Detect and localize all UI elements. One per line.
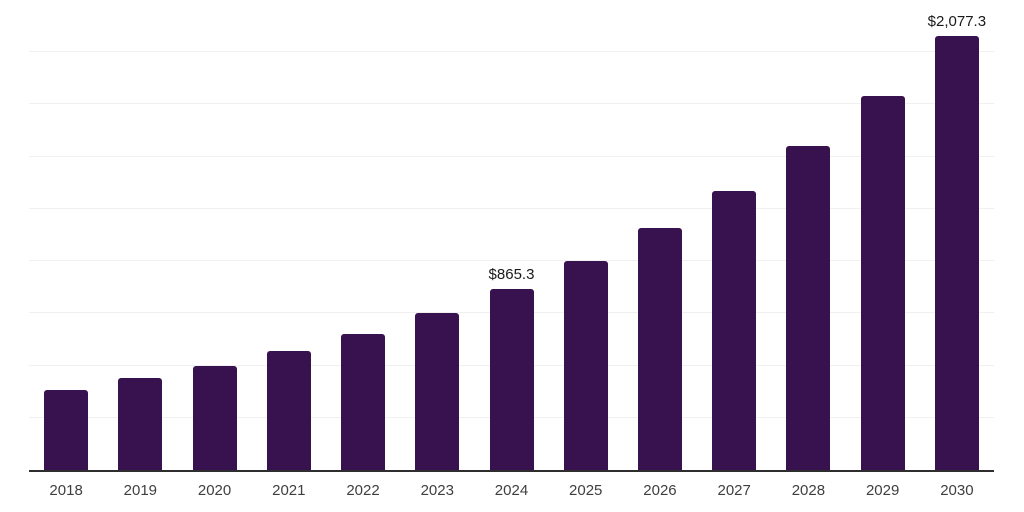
x-tick-label-2018: 2018 (49, 482, 83, 499)
bar-2021 (266, 350, 311, 470)
x-tick-label-2026: 2026 (643, 482, 677, 499)
x-tick-label-2025: 2025 (569, 482, 603, 499)
gridline (29, 103, 994, 105)
x-tick-label-2027: 2027 (717, 482, 751, 499)
bar-2019 (118, 378, 163, 470)
x-tick-label-2030: 2030 (940, 482, 974, 499)
x-tick-label-2023: 2023 (420, 482, 454, 499)
gridline (29, 51, 994, 53)
bar-2020 (192, 366, 237, 470)
x-tick-label-2020: 2020 (197, 482, 232, 499)
x-tick-label-2029: 2029 (865, 482, 900, 499)
x-tick-label-2024: 2024 (494, 482, 529, 499)
plot-area: $865.3 $2,077.3 (29, 0, 994, 472)
gridline (29, 155, 994, 157)
gridline (29, 260, 994, 262)
bar-2029 (860, 95, 905, 470)
x-tick-label-2022: 2022 (346, 482, 380, 499)
bar-2025 (563, 261, 608, 470)
x-tick-label-2028: 2028 (791, 482, 826, 499)
x-axis-line (29, 470, 994, 472)
bar-2027 (712, 190, 757, 470)
bar-2024 (489, 289, 534, 470)
x-tick-label-2019: 2019 (123, 482, 158, 499)
x-tick-label-2021: 2021 (272, 482, 306, 499)
value-label-2024: $865.3 (488, 266, 535, 284)
bar-2023 (415, 313, 460, 470)
value-label-2030: $2,077.3 (927, 13, 987, 31)
gridline (29, 207, 994, 209)
bar-2022 (341, 334, 386, 470)
bar-2026 (637, 228, 682, 470)
bar-2028 (786, 146, 831, 470)
bar-2018 (44, 389, 89, 470)
bar-2030 (934, 36, 979, 470)
x-axis-labels: 2018 2019 2020 2021 2022 2023 2024 2025 2026 2027… (29, 481, 994, 503)
